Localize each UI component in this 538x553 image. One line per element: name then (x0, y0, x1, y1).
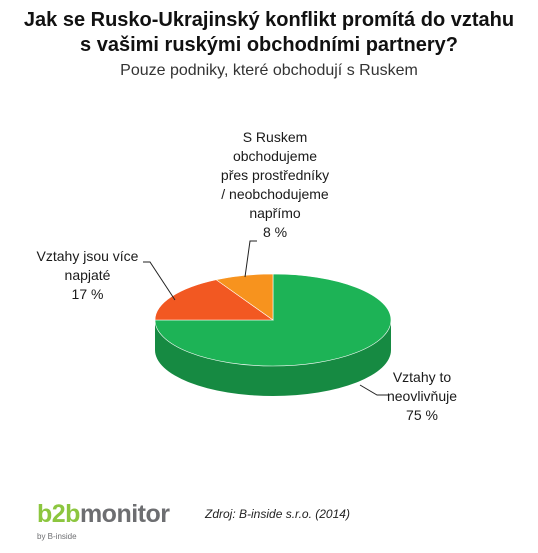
slice-label-line: napjaté (64, 267, 111, 283)
slice-label-prostredniky: S Ruskem obchodujeme přes prostředníky /… (195, 128, 355, 242)
slice-label-line: Vztahy to (392, 369, 452, 385)
brand-logo: b2bmonitor by B-inside (37, 500, 187, 545)
slice-label-line: S Ruskem (242, 129, 308, 145)
slice-label-line: / neobchodujeme (221, 186, 329, 202)
pie-slice-0 (154, 273, 392, 367)
leader-line-prostredniky (244, 240, 257, 278)
pie-slice-side-0 (155, 320, 391, 396)
brand-name-b: monitor (79, 500, 170, 528)
slice-label-neovlivnuje: Vztahy to neovlivňuje 75 % (362, 368, 482, 425)
slice-label-line: neovlivňuje (386, 388, 458, 404)
slice-label-value: 75 % (406, 407, 438, 423)
slice-label-line: obchodujeme (232, 148, 318, 164)
slice-label-value: 17 % (71, 286, 104, 302)
slice-label-line: přes prostředníky (220, 167, 330, 183)
slice-label-line: napřímo (249, 205, 301, 221)
slice-label-value: 8 % (262, 224, 288, 240)
chart-title-line-2: s vašimi ruskými obchodními partnery? (80, 34, 458, 56)
source-note: Zdroj: B-inside s.r.o. (2014) (205, 507, 350, 521)
pie-slice-2 (215, 273, 274, 321)
chart-title-line-1: Jak se Rusko-Ukrajinský konflikt promítá… (23, 9, 515, 31)
slice-label-napjate: Vztahy jsou více napjaté 17 % (20, 247, 155, 304)
brand-name-a: b2b (37, 500, 80, 528)
chart-title: Jak se Rusko-Ukrajinský konflikt promítá… (0, 8, 538, 58)
brand-byline: by B-inside (37, 532, 77, 541)
leader-line-napjate (143, 261, 176, 301)
chart-subtitle: Pouze podniky, které obchodují s Ruskem (120, 62, 418, 79)
leader-line-neovlivnuje (359, 384, 388, 396)
slice-label-line: Vztahy jsou více (36, 248, 139, 264)
pie-slice-1 (154, 279, 274, 321)
brand-name: b2bmonitor (37, 500, 170, 529)
